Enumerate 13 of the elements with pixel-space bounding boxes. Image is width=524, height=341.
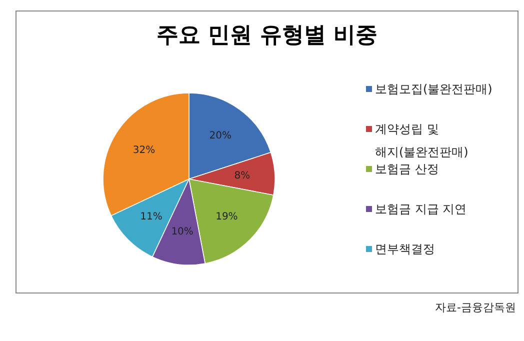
- legend-label: 보험금 지급 지연: [375, 202, 467, 216]
- data-label: 8%: [234, 170, 250, 182]
- text: 자료-금융감독원: [435, 301, 516, 314]
- data-label: 20%: [209, 130, 232, 142]
- legend-label: 면부책결정: [375, 242, 435, 256]
- data-label: 11%: [140, 211, 162, 222]
- legend-label: 보험모집(불완전판매): [375, 82, 492, 96]
- legend-label: 계약성립 및 해지(불완전판매): [375, 122, 468, 160]
- legend-label: 보험금 산정: [375, 162, 439, 176]
- chart-title: 주요 민원 유형별 비중: [156, 23, 378, 48]
- data-label: 32%: [132, 145, 156, 156]
- data-label: 10%: [171, 226, 194, 238]
- data-label: 19%: [216, 211, 238, 222]
